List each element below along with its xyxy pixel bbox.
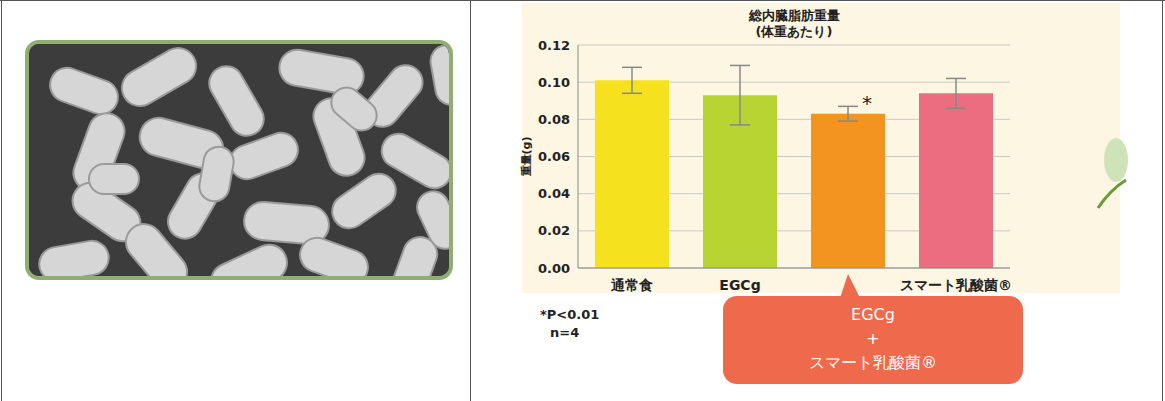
svg-text:0.02: 0.02	[538, 223, 570, 238]
svg-text:通常食: 通常食	[610, 277, 653, 293]
svg-text:スマート乳酸菌®: スマート乳酸菌®	[809, 353, 937, 372]
svg-text:0.04: 0.04	[538, 186, 570, 201]
svg-text:EGCg: EGCg	[719, 277, 760, 293]
html-text:n=4: n=4	[550, 325, 580, 340]
svg-text:0.12: 0.12	[538, 38, 570, 53]
svg-text:*: *	[862, 91, 872, 115]
html-text:総内臓脂肪重量: 総内臓脂肪重量	[748, 8, 840, 23]
svg-text:0.08: 0.08	[538, 112, 570, 127]
svg-text:重量(g): 重量(g)	[520, 137, 533, 178]
svg-text:0.00: 0.00	[538, 261, 570, 276]
html-text:(体重あたり): (体重あたり)	[755, 24, 833, 39]
svg-text:+: +	[866, 329, 879, 348]
svg-text:EGCg: EGCg	[851, 305, 895, 324]
html-text:*P<0.01: *P<0.01	[540, 307, 600, 322]
svg-text:0.10: 0.10	[538, 75, 570, 90]
svg-text:0.06: 0.06	[538, 149, 570, 164]
svg-text:スマート乳酸菌®: スマート乳酸菌®	[900, 277, 1012, 293]
